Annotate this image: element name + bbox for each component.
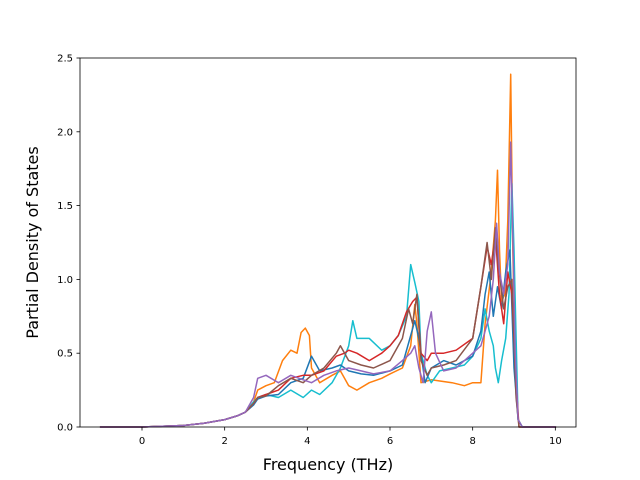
y-tick-label: 2.0 xyxy=(57,127,73,138)
x-axis: 0 2 4 6 8 10 xyxy=(139,427,562,447)
plot-frame xyxy=(79,57,577,428)
series-group xyxy=(99,73,557,428)
x-tick-label: 6 xyxy=(387,436,393,447)
series-line-5 xyxy=(99,226,557,428)
x-tick-label: 0 xyxy=(139,436,145,447)
x-tick-label: 8 xyxy=(469,436,475,447)
x-tick-label: 10 xyxy=(549,436,562,447)
y-tick-label: 0.0 xyxy=(57,423,73,434)
y-tick-label: 0.5 xyxy=(57,349,73,360)
x-tick-label: 4 xyxy=(304,436,310,447)
series-line-6 xyxy=(99,141,557,428)
y-tick-label: 2.5 xyxy=(57,54,73,65)
y-axis: 0.0 0.5 1.0 1.5 2.0 2.5 xyxy=(57,54,80,434)
y-tick-label: 1.5 xyxy=(57,201,73,212)
y-axis-label: Partial Density of States xyxy=(23,146,42,338)
y-tick-label: 1.0 xyxy=(57,275,73,286)
x-axis-label: Frequency (THz) xyxy=(263,455,393,474)
series-line-3 xyxy=(99,249,557,428)
x-tick-label: 2 xyxy=(221,436,227,447)
series-line-4 xyxy=(99,234,557,428)
